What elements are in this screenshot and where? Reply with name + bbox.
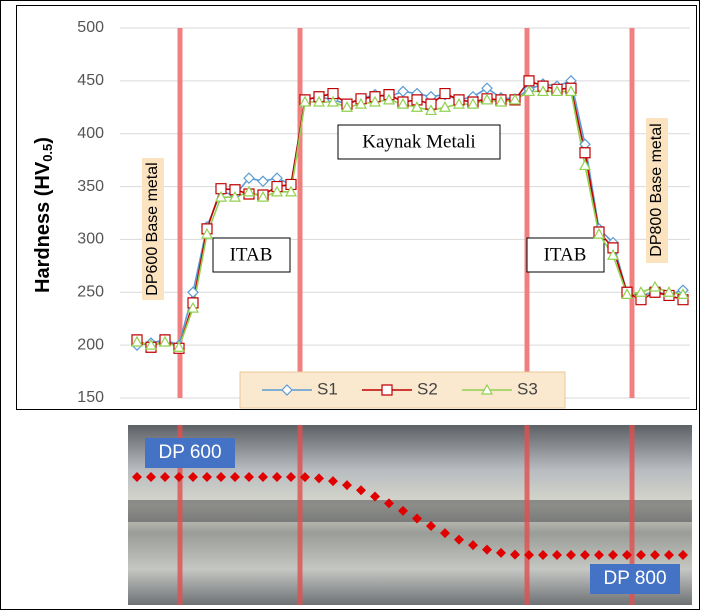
series-line (137, 81, 683, 345)
y-tick-label: 300 (77, 231, 104, 248)
photo: DP 600 DP 800 (128, 425, 692, 605)
y-axis-label: Hardness (HV0.5) (32, 137, 55, 293)
plot: 150 200 250 300 350 400 450 500 Hardness (HV0.5)… (32, 19, 690, 408)
zone-line (630, 28, 635, 398)
annotation: Kaynak Metali (362, 131, 475, 152)
photo-seam (128, 500, 692, 522)
photo-label: DP 600 (158, 442, 221, 463)
point (258, 176, 268, 186)
annotation: DP800 Base metal (648, 123, 665, 256)
legend-marker (382, 385, 392, 395)
y-tick-label: 500 (77, 19, 104, 36)
figure: 150 200 250 300 350 400 450 500 Hardness (HV0.5)… (0, 0, 701, 611)
series-line (137, 81, 683, 348)
y-tick-label: 400 (77, 125, 104, 142)
point (482, 83, 492, 93)
y-axis-label-part: 0.5 (40, 144, 55, 162)
y-tick-label: 250 (77, 284, 104, 301)
point (524, 76, 534, 86)
y-axis-label-part: Hardness (HV (32, 161, 54, 293)
y-tick-label: 350 (77, 178, 104, 195)
y-tick-label: 200 (77, 336, 104, 353)
zone-line (298, 425, 303, 605)
zone-line (525, 425, 530, 605)
point (398, 86, 408, 96)
photo-label: DP 800 (603, 568, 666, 589)
legend-label: S3 (517, 379, 538, 398)
annotation: ITAB (544, 244, 587, 265)
zone-line (298, 28, 303, 398)
y-axis-label-part: ) (32, 137, 54, 144)
y-tick-label: 450 (77, 72, 104, 89)
y-tick-label: 150 (77, 389, 104, 406)
point (440, 89, 450, 99)
annotation: DP600 Base metal (144, 162, 161, 295)
legend-label: S2 (417, 379, 438, 398)
point (650, 282, 660, 291)
annotation: ITAB (230, 244, 273, 265)
legend-label: S1 (317, 379, 338, 398)
point (580, 148, 590, 158)
